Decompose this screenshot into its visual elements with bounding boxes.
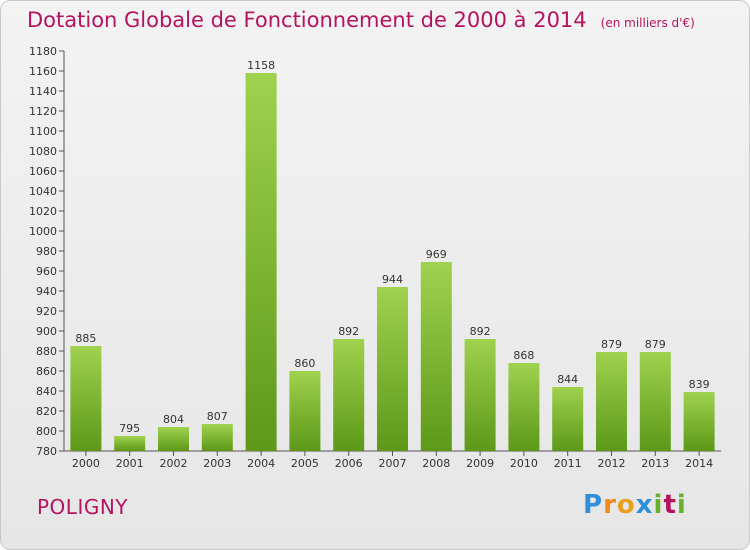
y-tick-label: 1140 — [29, 85, 57, 98]
data-label: 844 — [557, 373, 578, 386]
bar — [70, 346, 102, 451]
y-tick-label: 1180 — [29, 45, 57, 58]
x-tick-label: 2003 — [203, 457, 231, 470]
y-tick-label: 1120 — [29, 105, 57, 118]
bar — [245, 73, 277, 451]
y-tick-label: 820 — [36, 405, 57, 418]
data-label: 860 — [294, 357, 315, 370]
bar — [464, 339, 496, 451]
x-tick-label: 2012 — [598, 457, 626, 470]
bar — [552, 387, 584, 451]
commune-name: POLIGNY — [37, 495, 129, 519]
bar — [333, 339, 365, 451]
x-tick-label: 2004 — [247, 457, 275, 470]
title-text: Dotation Globale de Fonctionnement de 20… — [27, 8, 587, 32]
x-tick-label: 2000 — [72, 457, 100, 470]
x-tick-label: 2008 — [422, 457, 450, 470]
data-label: 804 — [163, 413, 184, 426]
y-tick-label: 1080 — [29, 145, 57, 158]
x-tick-label: 2005 — [291, 457, 319, 470]
y-tick-label: 780 — [36, 445, 57, 458]
data-label: 944 — [382, 273, 403, 286]
data-label: 892 — [338, 325, 359, 338]
bar — [420, 262, 452, 451]
bar — [639, 352, 671, 451]
bar — [596, 352, 627, 451]
y-tick-label: 1020 — [29, 205, 57, 218]
data-label: 807 — [207, 410, 228, 423]
y-tick-label: 880 — [36, 345, 57, 358]
y-tick-label: 940 — [36, 285, 57, 298]
chart-subtitle: (en milliers d'€) — [600, 16, 695, 30]
x-axis: 2000 2001 2002 2003 2004 2005 2006 2007 2008 2009… — [64, 450, 721, 470]
y-tick-label: 900 — [36, 325, 57, 338]
x-tick-label: 2011 — [554, 457, 582, 470]
y-axis: 780 800 820 840 860 880 900 920 940 960 980 1000 102… — [29, 45, 65, 458]
y-tick-label: 800 — [36, 425, 57, 438]
bar — [289, 371, 321, 451]
y-tick-label: 1060 — [29, 165, 57, 178]
bar — [201, 424, 233, 451]
bar — [377, 287, 408, 451]
data-label: 839 — [689, 378, 710, 391]
data-label: 892 — [470, 325, 491, 338]
x-tick-label: 2001 — [116, 457, 144, 470]
y-tick-label: 960 — [36, 265, 57, 278]
y-tick-label: 920 — [36, 305, 57, 318]
y-tick-label: 1000 — [29, 225, 57, 238]
y-tick-label: 1160 — [29, 65, 57, 78]
data-label: 1158 — [247, 59, 275, 72]
x-tick-label: 2013 — [641, 457, 669, 470]
data-label: 795 — [119, 422, 140, 435]
y-tick-label: 980 — [36, 245, 57, 258]
chart-title: Dotation Globale de Fonctionnement de 20… — [27, 8, 695, 32]
bar — [508, 363, 540, 451]
y-tick-label: 1100 — [29, 125, 57, 138]
x-tick-label: 2014 — [685, 457, 713, 470]
bar — [158, 427, 189, 451]
x-tick-label: 2010 — [510, 457, 538, 470]
bar — [683, 392, 715, 451]
x-tick-label: 2002 — [160, 457, 188, 470]
data-label: 879 — [645, 338, 666, 351]
proxiti-logo[interactable]: Proxiti — [583, 490, 687, 520]
y-tick-label: 1040 — [29, 185, 57, 198]
x-tick-label: 2009 — [466, 457, 494, 470]
data-label: 885 — [75, 332, 96, 345]
data-label: 969 — [426, 248, 447, 261]
bars: 885 795 804 807 1158 860 892 944 969 892 868 844 879… — [70, 59, 715, 451]
y-tick-label: 860 — [36, 365, 57, 378]
y-tick-label: 840 — [36, 385, 57, 398]
data-label: 868 — [513, 349, 534, 362]
x-tick-label: 2007 — [379, 457, 407, 470]
data-label: 879 — [601, 338, 622, 351]
x-tick-label: 2006 — [335, 457, 363, 470]
bar — [114, 436, 146, 451]
